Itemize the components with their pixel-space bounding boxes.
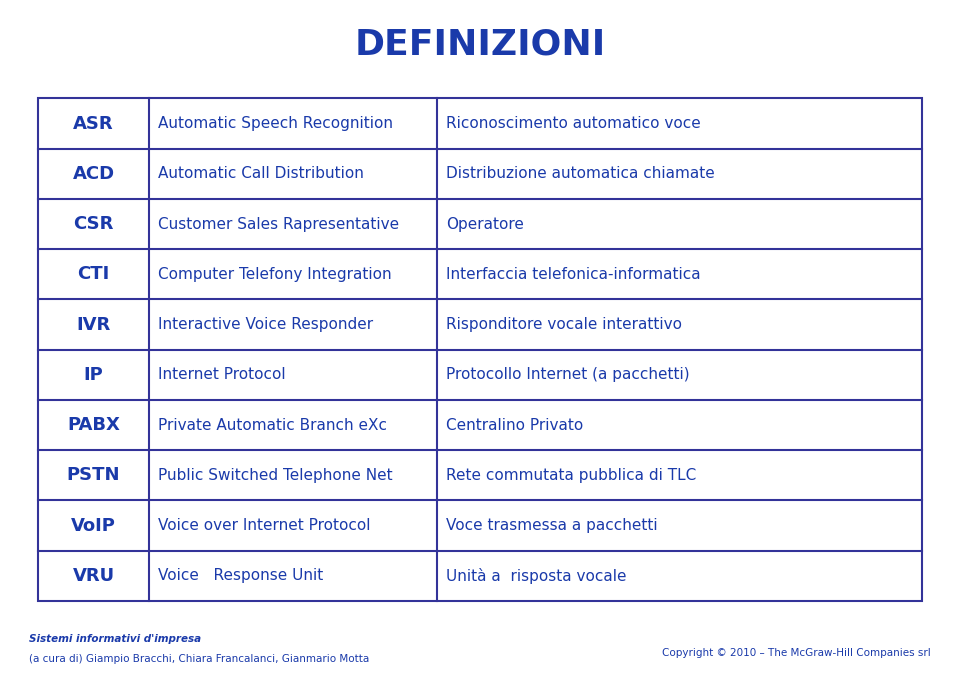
- Text: Voice   Response Unit: Voice Response Unit: [158, 568, 324, 583]
- Text: Copyright © 2010 – The McGraw-Hill Companies srl: Copyright © 2010 – The McGraw-Hill Compa…: [662, 648, 931, 658]
- Text: PSTN: PSTN: [67, 466, 120, 484]
- Text: Public Switched Telephone Net: Public Switched Telephone Net: [158, 468, 393, 483]
- Text: Centralino Privato: Centralino Privato: [446, 418, 584, 433]
- Text: Internet Protocol: Internet Protocol: [158, 367, 286, 382]
- Text: ASR: ASR: [73, 115, 114, 132]
- Text: IVR: IVR: [77, 316, 110, 333]
- Text: Protocollo Internet (a pacchetti): Protocollo Internet (a pacchetti): [446, 367, 690, 382]
- Text: IP: IP: [84, 366, 104, 384]
- Text: Automatic Call Distribution: Automatic Call Distribution: [158, 166, 364, 181]
- Text: Interactive Voice Responder: Interactive Voice Responder: [158, 317, 373, 332]
- Text: VRU: VRU: [73, 567, 114, 585]
- Text: Computer Telefony Integration: Computer Telefony Integration: [158, 267, 392, 282]
- Text: Distribuzione automatica chiamate: Distribuzione automatica chiamate: [446, 166, 715, 181]
- Text: Risponditore vocale interattivo: Risponditore vocale interattivo: [446, 317, 683, 332]
- Text: Private Automatic Branch eXc: Private Automatic Branch eXc: [158, 418, 388, 433]
- Text: Voce trasmessa a pacchetti: Voce trasmessa a pacchetti: [446, 518, 658, 533]
- Text: Customer Sales Rapresentative: Customer Sales Rapresentative: [158, 217, 399, 232]
- Text: PABX: PABX: [67, 416, 120, 434]
- Text: ACD: ACD: [73, 165, 114, 183]
- Text: Operatore: Operatore: [446, 217, 524, 232]
- Text: Automatic Speech Recognition: Automatic Speech Recognition: [158, 116, 394, 131]
- Text: DEFINIZIONI: DEFINIZIONI: [354, 27, 606, 61]
- Bar: [38, 98, 922, 601]
- Text: Rete commutata pubblica di TLC: Rete commutata pubblica di TLC: [446, 468, 697, 483]
- Text: CSR: CSR: [73, 215, 114, 233]
- Text: CTI: CTI: [78, 265, 109, 283]
- Text: Riconoscimento automatico voce: Riconoscimento automatico voce: [446, 116, 701, 131]
- Text: Unità a  risposta vocale: Unità a risposta vocale: [446, 568, 627, 584]
- Text: Sistemi informativi d'impresa: Sistemi informativi d'impresa: [29, 634, 201, 644]
- Text: Voice over Internet Protocol: Voice over Internet Protocol: [158, 518, 371, 533]
- Text: Interfaccia telefonica-informatica: Interfaccia telefonica-informatica: [446, 267, 701, 282]
- Text: VoIP: VoIP: [71, 517, 116, 534]
- Text: (a cura di) Giampio Bracchi, Chiara Francalanci, Gianmario Motta: (a cura di) Giampio Bracchi, Chiara Fran…: [29, 654, 369, 664]
